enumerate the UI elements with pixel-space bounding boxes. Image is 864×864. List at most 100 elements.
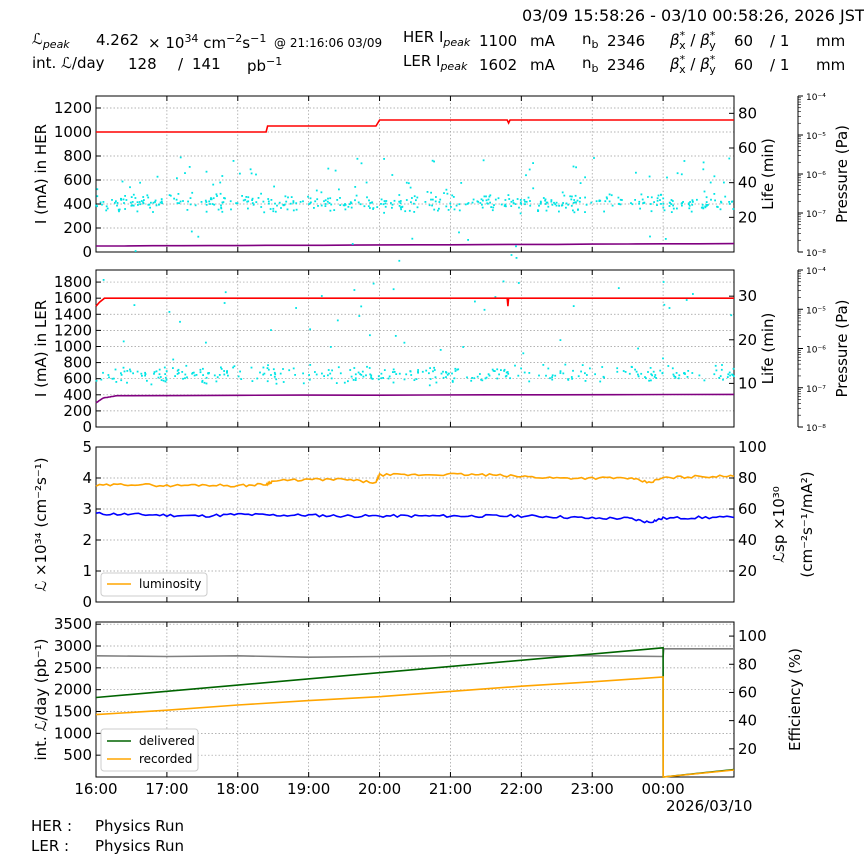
her-beta-label: β*x / β*y — [670, 29, 716, 52]
her-life-point — [217, 208, 220, 211]
her-life-point — [584, 176, 586, 179]
her-life-point — [399, 206, 402, 209]
her-life-point — [223, 197, 225, 199]
ler-life-point — [562, 372, 565, 375]
her-life-point — [487, 198, 490, 201]
her-life-point — [638, 202, 640, 205]
her-life-point — [611, 204, 614, 207]
her-life-point — [350, 206, 353, 209]
her-life-point — [333, 209, 336, 211]
y2-tick-label: 80 — [738, 655, 757, 673]
her-life-point — [561, 191, 564, 194]
ler-life-point — [652, 370, 655, 373]
her-life-point — [565, 206, 567, 209]
y-tick-label: 1600 — [54, 289, 92, 307]
her-life-point — [670, 211, 673, 213]
ler-life-point — [126, 370, 129, 372]
her-life-point — [413, 195, 416, 198]
pressure-tick-label: 10⁻⁵ — [806, 306, 826, 316]
lum-peak-unit: × 1034 cm−2s−1 — [148, 32, 267, 52]
her-life-point — [383, 211, 385, 214]
her-life-point — [426, 191, 429, 193]
her-life-point — [349, 201, 352, 204]
her-life-point — [204, 199, 207, 202]
ler-life-point — [515, 257, 518, 259]
her-life-point — [696, 198, 698, 201]
her-life-point — [476, 200, 479, 203]
her-life-point — [446, 192, 449, 195]
ler-life-point — [205, 341, 207, 344]
her-life-point — [656, 197, 659, 200]
her-life-point — [400, 208, 402, 211]
ler-life-point — [442, 370, 444, 373]
ler-life-point — [510, 254, 513, 256]
y-tick-label: 600 — [63, 370, 92, 388]
her-life-point — [220, 206, 222, 209]
her-life-point — [492, 206, 495, 209]
ler-life-point — [488, 374, 491, 377]
her-life-point — [241, 195, 243, 197]
ler-life-point — [158, 373, 161, 376]
ler-life-point — [179, 320, 181, 323]
her-life-point — [491, 209, 494, 212]
ler-life-point — [551, 374, 554, 377]
ler-life-point — [157, 376, 160, 379]
her-life-point — [572, 209, 574, 212]
her-life-point — [455, 204, 458, 207]
ler-life-point — [181, 371, 184, 373]
ler-life-point — [728, 371, 731, 374]
her-life-point — [482, 199, 484, 202]
her-life-point — [249, 168, 252, 171]
her-life-point — [558, 210, 560, 213]
her-life-point — [550, 199, 553, 201]
ler-life-point — [564, 363, 567, 366]
pressure-tick-label: 10⁻⁷ — [806, 385, 826, 395]
her-life-point — [142, 201, 144, 204]
her-life-point — [483, 195, 486, 198]
her-life-point — [116, 202, 119, 204]
plot-frame — [95, 269, 735, 428]
her-life-point — [724, 195, 727, 198]
her-life-point — [439, 198, 442, 201]
ler-life-point — [144, 371, 146, 374]
y2-tick-label: 100 — [738, 627, 767, 645]
her-life-point — [129, 186, 131, 189]
ler-life-point — [115, 381, 118, 383]
her-life-point — [273, 185, 275, 188]
her-life-point — [728, 203, 731, 205]
luminosity-line — [95, 472, 735, 488]
ler-life-point — [654, 374, 657, 376]
y2-axis-label: Efficiency (%) — [786, 648, 804, 751]
her-life-point — [617, 196, 620, 199]
her-life-point — [344, 208, 347, 211]
ler-life-point — [160, 379, 163, 381]
ler-life-point — [223, 302, 226, 304]
ler-life-point — [176, 369, 179, 372]
her-life-point — [316, 198, 319, 201]
her-life-point — [691, 200, 694, 203]
ler-life-point — [141, 374, 143, 377]
ler-life-point — [686, 376, 689, 378]
her-life-point — [410, 201, 412, 204]
her-life-point — [160, 200, 163, 203]
ler-life-point — [451, 381, 454, 383]
ler-life-point — [493, 370, 496, 372]
ler-life-point — [425, 369, 428, 372]
her-life-point — [274, 202, 276, 205]
her-life-point — [398, 200, 401, 203]
her-life-point — [270, 199, 273, 201]
y-axis-label: I (mA) in HER — [32, 124, 50, 224]
her-life-point — [567, 203, 570, 206]
ler-life-point — [572, 305, 575, 307]
her-life-point — [510, 205, 513, 207]
her-life-point — [221, 175, 224, 177]
her-life-point — [472, 198, 475, 201]
her-life-point — [280, 207, 282, 209]
her-life-point — [558, 204, 560, 207]
her-life-point — [99, 201, 102, 204]
her-life-point — [359, 203, 362, 206]
her-life-point — [676, 172, 679, 175]
ler-life-point — [182, 377, 184, 380]
her-life-point — [404, 210, 407, 213]
y2-axis-label: Life (min) — [759, 138, 777, 210]
